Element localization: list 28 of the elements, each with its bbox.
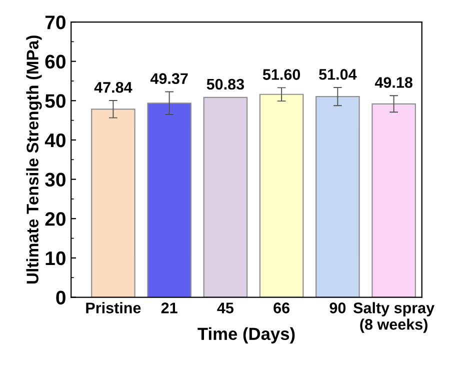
- bar: [316, 96, 360, 298]
- y-tick-label: 60: [45, 54, 66, 69]
- y-tick-label: 20: [45, 212, 66, 226]
- x-tick-label: Pristine: [86, 302, 141, 314]
- bar: [259, 94, 304, 298]
- y-tick-label: 30: [45, 172, 66, 187]
- x-tick-label: 21: [161, 302, 178, 314]
- y-tick-label: 70: [45, 15, 66, 30]
- x-tick-label: Salty spray (8 weeks): [353, 302, 434, 333]
- data-label: 47.84: [94, 82, 132, 93]
- data-label: 49.37: [150, 73, 188, 84]
- bar: [91, 108, 136, 298]
- x-tick-label: 66: [274, 302, 290, 314]
- y-tick-label: 0: [56, 290, 66, 305]
- y-tick-label: 10: [46, 251, 66, 266]
- bar: [372, 103, 416, 298]
- bar: [203, 96, 248, 298]
- x-tick-label: 90: [330, 302, 346, 314]
- data-label: 51.04: [319, 68, 357, 80]
- data-label: 51.60: [262, 69, 300, 80]
- y-tick-label: 40: [44, 133, 66, 148]
- x-tick-label: 45: [217, 302, 234, 314]
- y-axis-title: Ultimate Tensile Strength (MPa): [26, 36, 42, 284]
- data-label: 49.18: [374, 77, 412, 88]
- y-tick-label: 50: [45, 94, 66, 108]
- x-axis-title: Time (Days): [198, 327, 295, 344]
- data-label: 50.83: [206, 78, 244, 90]
- bar: [147, 102, 192, 298]
